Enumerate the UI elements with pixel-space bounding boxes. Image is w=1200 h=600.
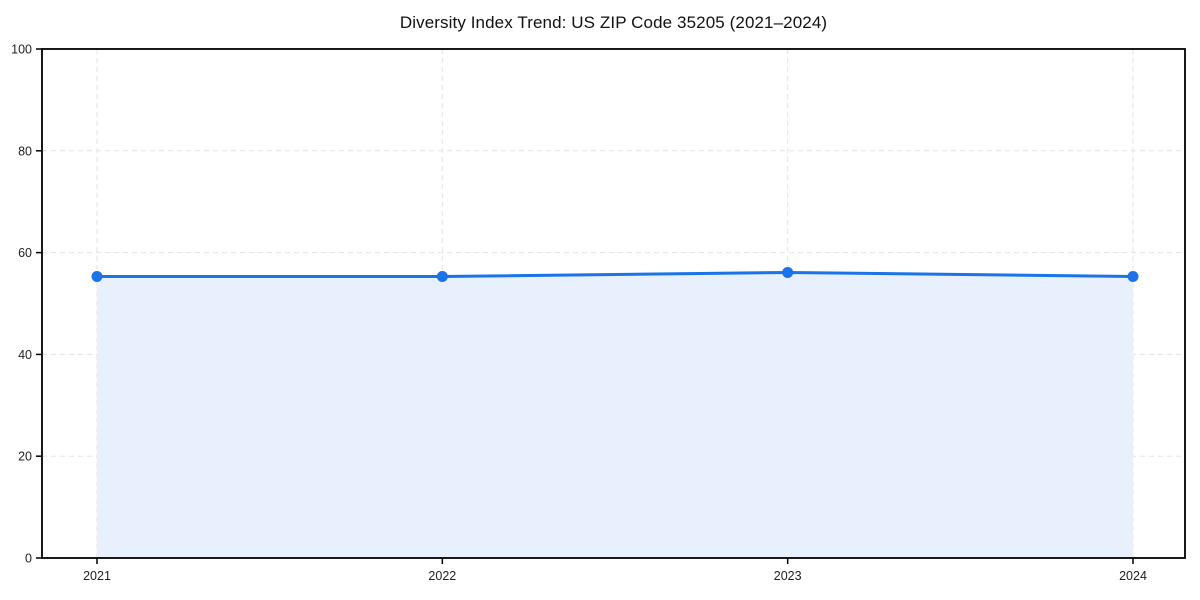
x-tick-label: 2022 [428,569,456,583]
data-point [91,271,103,283]
y-tick-label: 40 [18,348,32,362]
trend-line [95,270,1135,279]
plot-frame [41,48,1186,559]
y-tick-label: 60 [18,246,32,260]
chart-title: Diversity Index Trend: US ZIP Code 35205… [399,13,828,32]
data-point [1127,271,1139,283]
x-tick-label: 2021 [83,569,111,583]
y-tick-label: 80 [18,144,32,158]
x-tick-label: 2024 [1119,569,1147,583]
data-point [782,266,794,278]
y-tick-label: 100 [11,43,32,57]
y-tick-label: 0 [25,552,32,566]
data-point [436,271,448,283]
x-tick-label: 2023 [774,569,802,583]
y-tick-label: 20 [18,450,32,464]
area-fill [97,272,1133,558]
